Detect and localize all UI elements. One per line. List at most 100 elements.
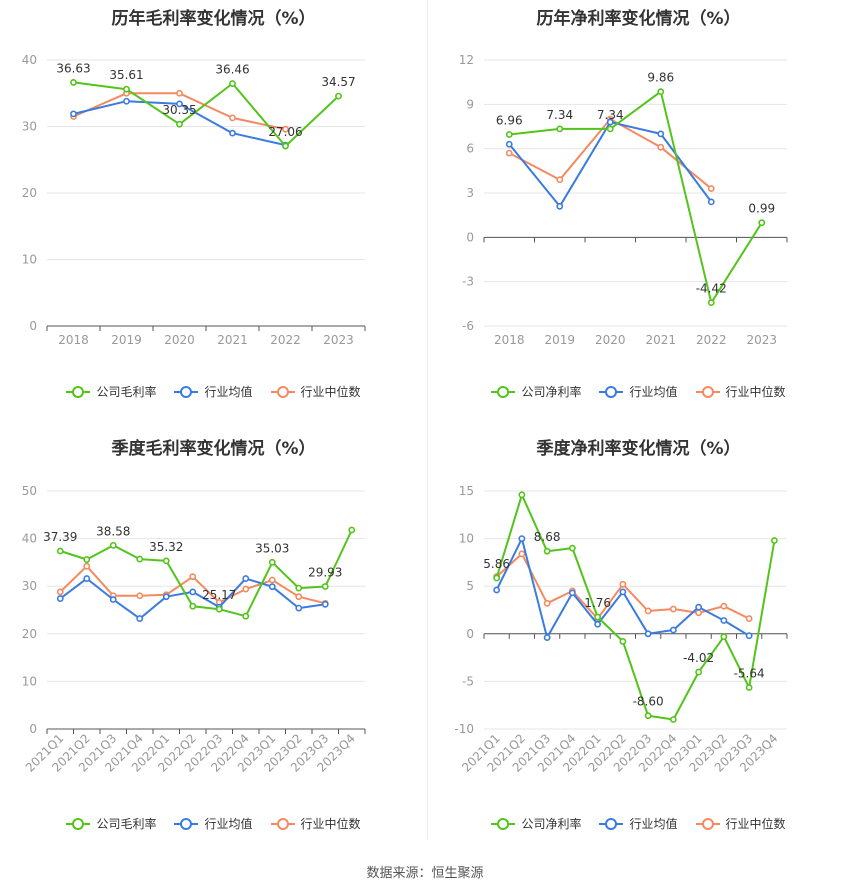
legend-item-company[interactable]: 公司毛利率 [66, 383, 156, 400]
data-point [556, 125, 564, 133]
series-line [495, 493, 776, 721]
y-tick-label: 10 [459, 532, 474, 546]
data-label: 36.63 [56, 61, 90, 75]
legend-item-company[interactable]: 公司毛利率 [66, 815, 156, 832]
data-point [657, 88, 665, 96]
chart-title: 历年毛利率变化情况（%） [111, 9, 316, 29]
data-point [176, 89, 183, 97]
data-label: 9.86 [647, 71, 674, 85]
line-circle-icon [695, 385, 720, 398]
data-label: -5.64 [734, 666, 765, 680]
data-point [695, 668, 703, 676]
data-label: 6.96 [496, 113, 523, 127]
y-tick-label: 10 [22, 674, 37, 688]
data-label: 27.06 [268, 125, 302, 139]
data-point [505, 149, 513, 157]
data-point [109, 541, 117, 549]
data-point [189, 588, 197, 596]
data-point [745, 684, 753, 691]
legend-label: 行业中位数 [300, 817, 361, 831]
chart-title: 历年净利率变化情况（%） [536, 9, 741, 29]
annual-gross-margin-chart: 历年毛利率变化情况（%） 0 10 20 30 40 2018 2019 2020 2021 20… [0, 0, 427, 420]
x-tick-label: 2022 [270, 333, 301, 347]
line-circle-icon [270, 385, 295, 398]
chart-title: 季度净利率变化情况（%） [536, 439, 741, 459]
legend-item-company[interactable]: 公司净利率 [491, 383, 581, 400]
x-tick-label: 2021 [645, 333, 676, 347]
legend-item-industry-mean[interactable]: 行业均值 [599, 815, 678, 832]
data-label: 25.17 [202, 588, 236, 602]
data-point [56, 588, 64, 596]
data-point [644, 607, 652, 615]
data-label: 0.99 [748, 202, 775, 216]
data-point [176, 120, 183, 128]
legend-item-industry-median[interactable]: 行业中位数 [695, 383, 786, 400]
x-tick-label: 2018 [494, 333, 525, 347]
data-point [321, 600, 329, 608]
y-tick-label: 30 [22, 120, 37, 134]
series-line [509, 90, 763, 304]
data-label: 8.68 [534, 530, 561, 544]
data-point [295, 584, 303, 592]
legend-item-industry-mean[interactable]: 行业均值 [599, 383, 678, 400]
data-label: 7.34 [597, 108, 624, 122]
data-label: 30.35 [162, 103, 196, 117]
legend-label: 行业中位数 [725, 385, 786, 399]
data-label: 35.03 [255, 541, 289, 555]
data-point [758, 219, 766, 227]
data-point [669, 626, 677, 634]
series-line [495, 537, 750, 639]
data-point [657, 143, 665, 151]
legend-label: 公司净利率 [521, 385, 582, 399]
data-point [543, 599, 551, 607]
data-point [189, 602, 197, 610]
chart-legend: 公司毛利率 行业均值 行业中位数 [0, 815, 427, 832]
data-point [229, 129, 236, 137]
y-tick-label: 10 [22, 253, 37, 267]
line-circle-icon [270, 817, 295, 830]
legend-item-industry-median[interactable]: 行业中位数 [270, 815, 361, 832]
legend-item-industry-mean[interactable]: 行业均值 [174, 383, 253, 400]
legend-item-industry-mean[interactable]: 行业均值 [174, 815, 253, 832]
chart-canvas: 0 10 20 30 40 2018 2019 2020 2021 2022 2023 36.63 35… [22, 53, 366, 347]
y-tick-label: 40 [22, 532, 37, 546]
data-point [83, 575, 91, 582]
data-point [123, 97, 130, 105]
data-point [295, 593, 303, 601]
data-point [745, 615, 753, 622]
data-point [136, 555, 144, 563]
data-point [543, 547, 551, 555]
data-label: 1.76 [584, 596, 611, 610]
data-point [123, 85, 130, 93]
legend-label: 公司毛利率 [96, 385, 157, 399]
y-tick-label: -5 [462, 674, 474, 688]
data-point [518, 550, 526, 558]
legend-item-industry-median[interactable]: 行业中位数 [270, 383, 361, 400]
data-point [568, 589, 576, 597]
data-point [606, 118, 614, 126]
data-point [669, 605, 677, 613]
data-point [268, 576, 276, 584]
data-point [619, 588, 627, 596]
legend-label: 公司净利率 [521, 817, 582, 831]
data-point [56, 595, 64, 602]
data-point [136, 615, 144, 622]
data-point [770, 537, 778, 544]
legend-label: 公司毛利率 [96, 817, 157, 831]
data-label: 29.93 [308, 566, 342, 580]
x-tick-label: 2019 [111, 333, 142, 347]
data-point [707, 185, 715, 192]
legend-item-industry-median[interactable]: 行业中位数 [695, 815, 786, 832]
legend-label: 行业均值 [629, 385, 678, 399]
data-point [321, 583, 329, 590]
data-point [720, 617, 728, 624]
legend-item-company[interactable]: 公司净利率 [491, 815, 581, 832]
line-circle-icon [174, 385, 199, 398]
legend-label: 行业中位数 [725, 817, 786, 831]
data-point [348, 526, 356, 534]
data-point [162, 557, 170, 565]
data-point [556, 202, 564, 210]
data-label: 35.61 [109, 68, 143, 82]
panel-divider [427, 0, 428, 840]
chart-canvas: 010203040502021Q12021Q22021Q32021Q42022Q… [22, 484, 366, 775]
